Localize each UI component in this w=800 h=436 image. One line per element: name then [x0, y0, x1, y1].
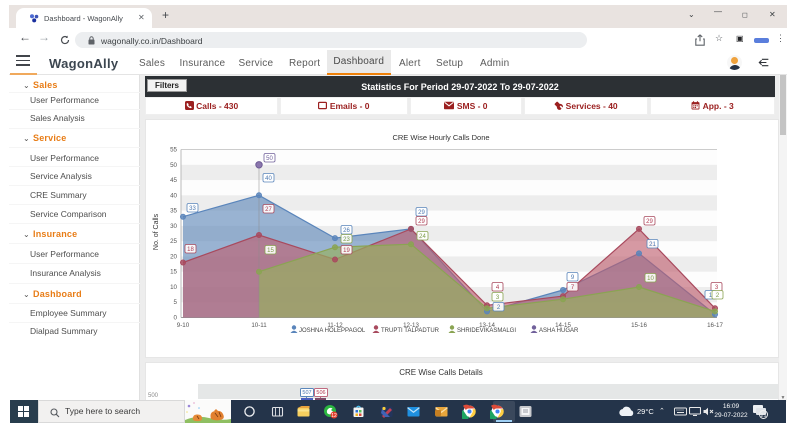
svg-text:21: 21: [760, 413, 766, 419]
svg-text:40: 40: [265, 176, 272, 182]
svg-text:50: 50: [170, 161, 177, 168]
svg-text:10-11: 10-11: [251, 322, 267, 329]
svg-text:26: 26: [343, 228, 350, 234]
svg-text:45: 45: [170, 177, 177, 184]
svg-text:3: 3: [496, 295, 500, 301]
svg-text:29: 29: [646, 219, 653, 225]
svg-text:9: 9: [571, 275, 575, 281]
svg-text:20: 20: [170, 253, 177, 260]
svg-text:JOSHNA HOLEPPAGOL: JOSHNA HOLEPPAGOL: [299, 328, 366, 334]
svg-text:18: 18: [187, 247, 194, 253]
svg-text:50: 50: [266, 156, 273, 162]
svg-text:13-14: 13-14: [479, 322, 495, 329]
svg-text:12-13: 12-13: [403, 322, 419, 329]
svg-text:29: 29: [418, 219, 425, 225]
svg-text:19: 19: [343, 248, 350, 254]
svg-text:15: 15: [267, 248, 274, 254]
svg-text:12: 12: [331, 413, 337, 419]
svg-text:33: 33: [189, 206, 196, 212]
svg-text:40: 40: [170, 192, 177, 199]
svg-text:4: 4: [496, 285, 500, 291]
svg-text:55: 55: [170, 146, 177, 153]
svg-text:3: 3: [715, 285, 719, 291]
svg-text:ASHA HUGAR: ASHA HUGAR: [539, 328, 579, 334]
svg-text:1: 1: [709, 293, 713, 299]
svg-text:30: 30: [170, 222, 177, 229]
svg-text:16-17: 16-17: [707, 322, 723, 329]
svg-text:14-15: 14-15: [555, 322, 571, 329]
svg-text:27: 27: [265, 207, 272, 213]
svg-text:2: 2: [716, 293, 720, 299]
svg-text:7: 7: [571, 285, 575, 291]
svg-text:29: 29: [418, 210, 425, 216]
svg-text:10: 10: [647, 276, 654, 282]
svg-text:0: 0: [174, 314, 178, 321]
svg-text:5: 5: [174, 299, 178, 306]
svg-text:2: 2: [497, 305, 501, 311]
svg-text:15-16: 15-16: [631, 322, 647, 329]
svg-text:25: 25: [170, 238, 177, 245]
svg-text:15: 15: [170, 268, 177, 275]
svg-text:10: 10: [170, 284, 177, 291]
svg-text:21: 21: [649, 242, 656, 248]
svg-text:24: 24: [419, 234, 426, 240]
svg-text:9-10: 9-10: [177, 322, 190, 329]
svg-text:SHRIDEVIKASMALGI: SHRIDEVIKASMALGI: [457, 328, 516, 334]
svg-text:TRUPTI TALPADTUR: TRUPTI TALPADTUR: [381, 328, 440, 334]
svg-text:23: 23: [343, 237, 350, 243]
svg-text:No. of Calls: No. of Calls: [153, 213, 160, 250]
svg-text:11-12: 11-12: [327, 322, 343, 329]
svg-text:35: 35: [170, 207, 177, 214]
